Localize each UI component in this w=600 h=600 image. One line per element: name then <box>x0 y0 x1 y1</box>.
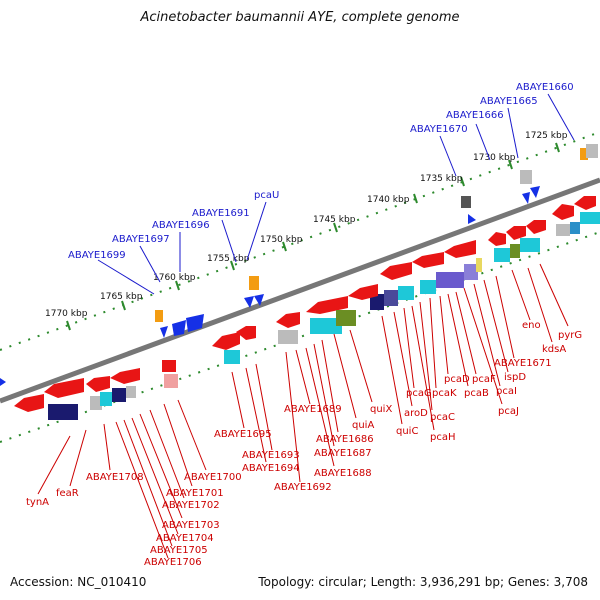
gene-label: pcaJ <box>498 406 519 417</box>
gene-label: ABAYE1704 <box>156 533 214 544</box>
forward-strand-features <box>0 144 598 386</box>
gene-label: ABAYE1699 <box>68 250 126 261</box>
gene-label: ABAYE1670 <box>410 124 468 135</box>
gene-label: ABAYE1701 <box>166 488 224 499</box>
gene-label: ABAYE1687 <box>314 448 372 459</box>
lower-leader-lines <box>37 263 569 559</box>
position-label: 1725 kbp <box>525 131 568 141</box>
position-label: 1745 kbp <box>313 215 356 225</box>
gene-label: ispD <box>504 372 526 383</box>
position-label: 1760 kbp <box>153 273 196 283</box>
upper-tick-track <box>0 131 600 351</box>
gene-label: ABAYE1686 <box>316 434 374 445</box>
position-label: 1740 kbp <box>367 195 410 205</box>
genome-backbone <box>0 177 600 404</box>
position-label: 1765 kbp <box>100 292 143 302</box>
position-label: 1750 kbp <box>260 235 303 245</box>
gene-label: pcaI <box>496 386 517 397</box>
accession-label: Accession: NC_010410 <box>10 575 147 589</box>
gene-label: ABAYE1702 <box>162 500 220 511</box>
gene-label: tynA <box>26 497 49 508</box>
gene-label: quiA <box>352 420 374 431</box>
kbp-ticks <box>66 142 560 331</box>
gene-label: pcaC <box>430 412 455 423</box>
position-label: 1755 kbp <box>207 254 250 264</box>
gene-label: pcaG <box>406 388 432 399</box>
gene-label: ABAYE1689 <box>284 404 342 415</box>
gene-label: pyrG <box>558 330 582 341</box>
gene-label: ABAYE1695 <box>214 429 272 440</box>
gene-label: eno <box>522 320 541 331</box>
map-title: Acinetobacter baumannii AYE, complete ge… <box>140 10 460 25</box>
gene-label: ABAYE1665 <box>480 96 538 107</box>
gene-label: ABAYE1671 <box>494 358 552 369</box>
position-label: 1735 kbp <box>420 174 463 184</box>
topology-label: Topology: circular; Length: 3,936,291 bp… <box>258 575 588 589</box>
gene-label: pcaB <box>464 388 489 399</box>
gene-label: feaR <box>56 488 79 499</box>
gene-label: ABAYE1692 <box>274 482 332 493</box>
gene-label: ABAYE1688 <box>314 468 372 479</box>
gene-label: kdsA <box>542 344 566 355</box>
upper-leader-lines <box>97 93 575 295</box>
gene-label: ABAYE1706 <box>144 557 202 568</box>
gene-label: ABAYE1666 <box>446 110 504 121</box>
gene-label: quiX <box>370 404 392 415</box>
gene-label: pcaU <box>254 190 279 201</box>
gene-label: ABAYE1697 <box>112 234 170 245</box>
gene-label: ABAYE1705 <box>150 545 208 556</box>
gene-label: ABAYE1691 <box>192 208 250 219</box>
gene-label: pcaK <box>432 388 457 399</box>
gene-label: ABAYE1693 <box>242 450 300 461</box>
gene-label: ABAYE1694 <box>242 463 300 474</box>
position-label: 1770 kbp <box>45 309 88 319</box>
gene-label: quiC <box>396 426 418 437</box>
reverse-strand-features <box>14 196 600 420</box>
position-label: 1730 kbp <box>473 153 516 163</box>
gene-label: ABAYE1703 <box>162 520 220 531</box>
gene-label: ABAYE1700 <box>184 472 242 483</box>
gene-label: ABAYE1696 <box>152 220 210 231</box>
gene-label: pcaD <box>444 374 470 385</box>
gene-label: ABAYE1660 <box>516 82 574 93</box>
gene-label: aroD <box>404 408 428 419</box>
gene-label: pcaH <box>430 432 456 443</box>
gene-label: pcaF <box>472 374 496 385</box>
gene-label: ABAYE1708 <box>86 472 144 483</box>
